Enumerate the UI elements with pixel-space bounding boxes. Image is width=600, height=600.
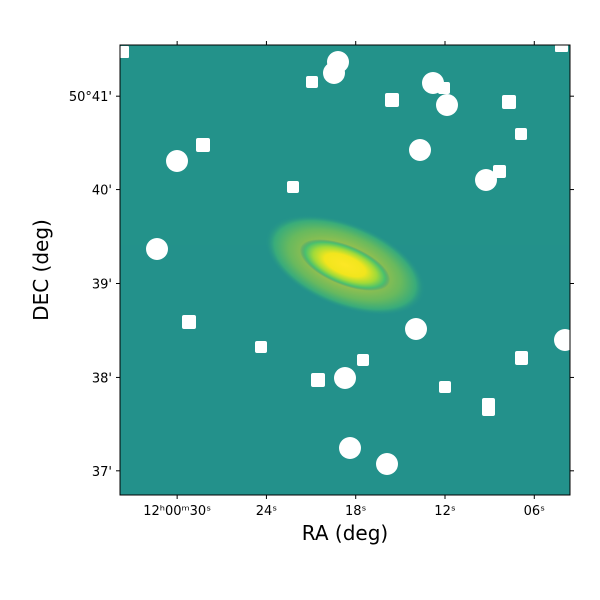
y-tick-label: 39' — [92, 278, 112, 293]
y-tick-label: 37' — [92, 465, 112, 480]
x-tick-label: 12ʰ00ᵐ30ˢ — [143, 504, 211, 519]
x-axis-label: RA (deg) — [302, 521, 388, 545]
y-axis-label: DEC (deg) — [29, 219, 53, 321]
y-tick-label: 40' — [92, 184, 112, 199]
x-tick-label: 24ˢ — [256, 504, 278, 519]
x-tick-label: 18ˢ — [345, 504, 367, 519]
y-tick-label: 50°41' — [69, 90, 112, 105]
x-tick-label: 06ˢ — [524, 504, 546, 519]
x-tick-label: 12ˢ — [434, 504, 456, 519]
masks — [120, 45, 576, 475]
image — [119, 44, 576, 496]
y-tick-label: 38' — [92, 371, 112, 386]
